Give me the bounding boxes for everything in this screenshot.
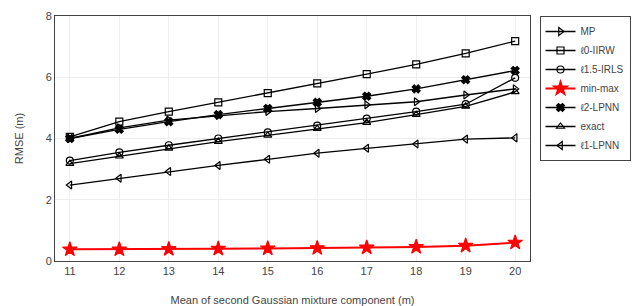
svg-text:2: 2 [46, 194, 52, 206]
svg-text:MP: MP [581, 26, 596, 37]
svg-text:8: 8 [46, 10, 52, 22]
svg-text:13: 13 [163, 265, 175, 277]
svg-text:ℓ1-LPNN: ℓ1-LPNN [581, 140, 620, 151]
svg-text:Mean of second Gaussian mixtur: Mean of second Gaussian mixture componen… [171, 294, 415, 306]
svg-text:ℓ0-IIRW: ℓ0-IIRW [581, 45, 616, 56]
svg-text:14: 14 [212, 265, 224, 277]
svg-text:20: 20 [509, 265, 521, 277]
svg-text:0: 0 [46, 255, 52, 267]
svg-text:ℓ2-LPNN: ℓ2-LPNN [581, 102, 620, 113]
svg-text:4: 4 [46, 132, 52, 144]
svg-text:ℓ1.5-IRLS: ℓ1.5-IRLS [581, 64, 624, 75]
svg-text:19: 19 [460, 265, 472, 277]
svg-text:11: 11 [64, 265, 75, 277]
svg-text:18: 18 [410, 265, 422, 277]
svg-text:12: 12 [113, 265, 125, 277]
svg-text:min-max: min-max [581, 83, 619, 94]
svg-text:17: 17 [361, 265, 373, 277]
svg-text:exact: exact [581, 121, 605, 132]
svg-text:6: 6 [46, 71, 52, 83]
svg-text:16: 16 [311, 265, 323, 277]
svg-text:15: 15 [262, 265, 274, 277]
svg-text:RMSE (m): RMSE (m) [13, 113, 25, 164]
